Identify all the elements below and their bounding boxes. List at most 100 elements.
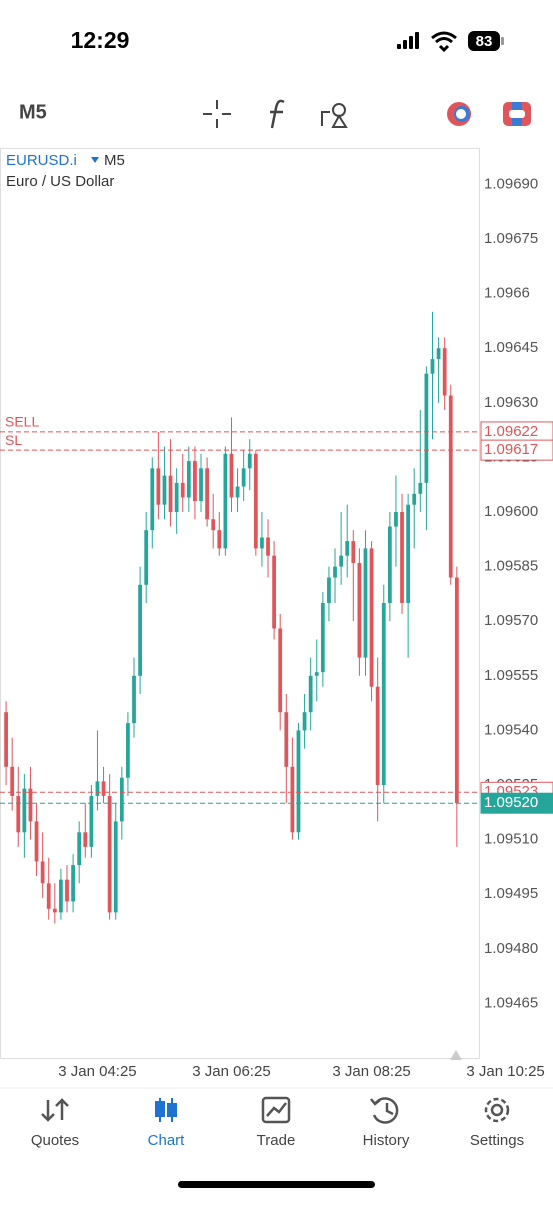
candle-body (290, 766, 295, 833)
candle-body (314, 672, 319, 676)
candle-body (4, 712, 8, 767)
y-tick-label: 1.09555 (484, 667, 538, 684)
candle-body (339, 555, 344, 567)
candle-body (296, 730, 301, 833)
price-tag-label: 1.09622 (484, 423, 538, 440)
y-tick-label: 1.09675 (484, 230, 538, 247)
candle-body (357, 562, 362, 658)
candle-body (180, 482, 185, 498)
candle-body (327, 577, 331, 603)
candle-body (308, 675, 313, 713)
price-line-label: SELL (5, 414, 39, 430)
candle-body (34, 821, 39, 862)
candle-body (52, 908, 57, 913)
signal-icon (397, 32, 419, 49)
x-tick-label: 3 Jan 04:25 (58, 1063, 136, 1080)
y-tick-label: 1.09510 (484, 831, 538, 848)
candle-body (412, 493, 417, 505)
price-tag-label: 1.09520 (484, 794, 538, 811)
chart-icon (155, 1098, 177, 1122)
candle-body (320, 603, 325, 673)
candle-body (284, 712, 289, 767)
x-tick-label: 3 Jan 08:25 (332, 1063, 410, 1080)
candle-body (369, 548, 374, 687)
candle-body (448, 395, 453, 578)
tab-label[interactable]: Settings (470, 1132, 524, 1149)
candle-body (138, 584, 142, 676)
y-tick-label: 1.09600 (484, 503, 538, 520)
candle-body (442, 348, 447, 396)
scroll-arrow[interactable] (450, 1050, 462, 1060)
candle-body (406, 504, 411, 603)
wifi-icon (431, 31, 457, 53)
x-tick-label: 3 Jan 10:25 (466, 1063, 544, 1080)
candle-body (144, 530, 149, 585)
crosshair-button[interactable] (203, 100, 231, 128)
tab-label[interactable]: Quotes (31, 1132, 79, 1149)
candle-body (77, 832, 82, 866)
candle-body (40, 861, 45, 884)
chart-area[interactable] (0, 148, 480, 1059)
y-tick-label: 1.09570 (484, 612, 538, 629)
candle-body (333, 566, 337, 578)
candle-body (253, 453, 258, 549)
candle-body (132, 675, 136, 724)
candle-body (418, 482, 423, 494)
candle-body (16, 795, 21, 833)
candle-body (436, 348, 441, 360)
price-line-label: SL (5, 432, 22, 448)
candle-body (424, 373, 429, 483)
candle-body (205, 468, 209, 520)
y-tick-label: 1.0966 (484, 285, 530, 302)
price-tag (480, 792, 553, 814)
candle-body (272, 555, 276, 629)
candle-body (101, 781, 106, 796)
timeframe-button[interactable]: M5 (19, 101, 47, 123)
tab-label[interactable]: History (363, 1132, 410, 1149)
candle-body (394, 512, 398, 527)
quotes-icon (41, 1098, 69, 1122)
settings-icon (484, 1097, 510, 1123)
candle-body (217, 530, 222, 549)
candle-body (260, 537, 264, 549)
candle-body (193, 461, 197, 502)
candle-body (89, 795, 94, 847)
candle-body (65, 879, 69, 902)
tab-label[interactable]: Trade (257, 1132, 296, 1149)
y-tick-label: 1.09495 (484, 885, 538, 902)
candle-body (454, 577, 459, 804)
tab-label[interactable]: Chart (148, 1132, 186, 1149)
candle-body (168, 475, 173, 512)
objects-button[interactable] (321, 103, 348, 128)
candle-body (351, 541, 356, 563)
symbol[interactable]: EURUSD.i (6, 152, 77, 169)
candle-body (400, 512, 404, 603)
candle-body (119, 777, 124, 822)
candle-body (199, 468, 203, 502)
candle-body (430, 359, 435, 374)
candle-body (266, 537, 270, 556)
candle-body (46, 883, 51, 909)
history-icon (370, 1097, 399, 1124)
battery-icon (468, 31, 500, 51)
candle-body (229, 453, 234, 498)
x-tick-label: 3 Jan 06:25 (192, 1063, 270, 1080)
candle-body (59, 879, 63, 913)
home-indicator (178, 1181, 375, 1188)
y-tick-label: 1.09690 (484, 175, 538, 192)
candle-body (241, 468, 246, 487)
y-tick-label: 1.09585 (484, 558, 538, 575)
y-tick-label: 1.09540 (484, 721, 538, 738)
candle-body (278, 628, 283, 713)
candle-body (375, 686, 380, 785)
y-tick-label: 1.09645 (484, 339, 538, 356)
price-tag (480, 439, 553, 461)
y-tick-label: 1.09465 (484, 994, 538, 1011)
indicators-button[interactable] (270, 99, 285, 129)
candle-body (186, 461, 191, 498)
candle-body (150, 468, 155, 531)
candle-body (247, 453, 252, 469)
y-tick-label: 1.09480 (484, 940, 538, 957)
symbol-dropdown[interactable] (91, 157, 99, 163)
